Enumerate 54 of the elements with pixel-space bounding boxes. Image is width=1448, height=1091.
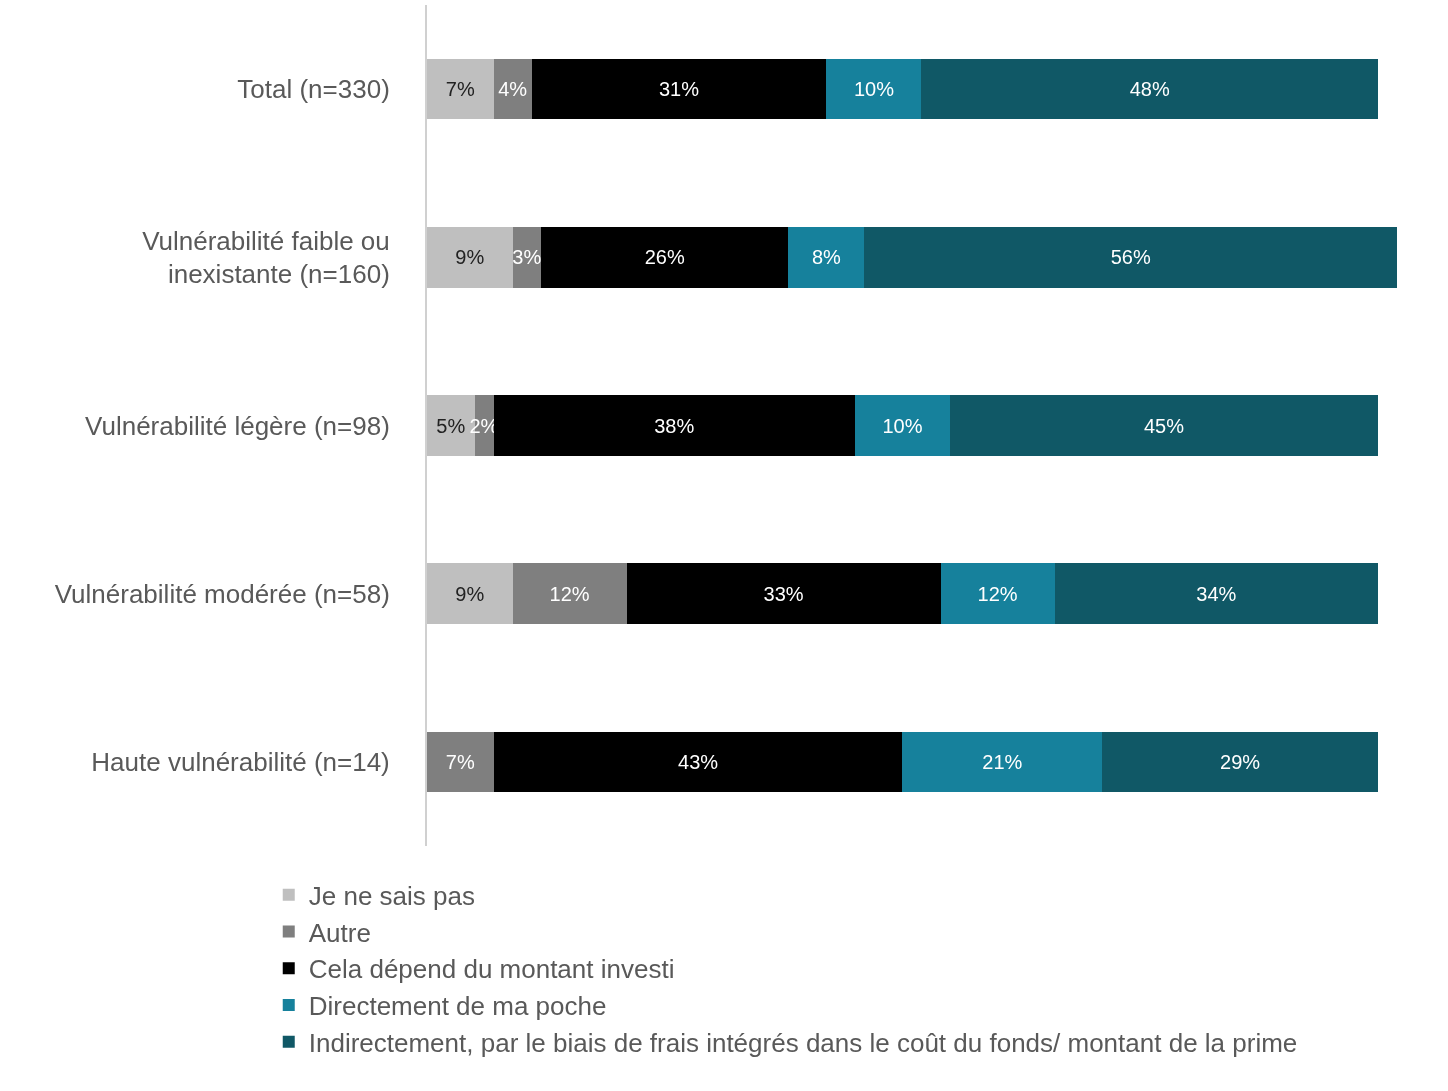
bar bbox=[864, 227, 1397, 288]
bar bbox=[921, 58, 1378, 120]
bar bbox=[493, 58, 532, 120]
bar bbox=[427, 563, 513, 624]
y-tick-label: Vulnérabilité modérée (n=58) bbox=[54, 578, 390, 609]
data-label: 9% bbox=[455, 582, 485, 605]
legend-label: Indirectement, par le biais de frais intégrés dans le coût du fonds/ montant de la prime bbox=[308, 1027, 1298, 1058]
data-label: 5% bbox=[436, 414, 466, 437]
data-label: 48% bbox=[1129, 78, 1170, 101]
bar bbox=[427, 58, 494, 120]
data-label: 26% bbox=[644, 246, 685, 269]
data-label: 10% bbox=[882, 414, 923, 437]
y-tick-label: Total (n=330) bbox=[237, 74, 390, 105]
data-label: 8% bbox=[811, 246, 842, 269]
bar bbox=[493, 731, 903, 793]
data-label: 10% bbox=[853, 78, 895, 101]
data-label: 21% bbox=[982, 750, 1023, 773]
data-label: 4% bbox=[498, 78, 528, 101]
data-label: 29% bbox=[1220, 750, 1261, 773]
data-label: 56% bbox=[1110, 246, 1151, 269]
data-label: 33% bbox=[763, 582, 804, 605]
bar bbox=[940, 563, 1055, 624]
legend-label: Autre bbox=[308, 917, 371, 948]
bar bbox=[950, 395, 1378, 456]
data-label: 7% bbox=[445, 78, 475, 101]
data-label: 7% bbox=[445, 750, 475, 773]
legend-label: Je ne sais pas bbox=[308, 880, 475, 911]
bar bbox=[826, 58, 922, 120]
y-tick-label: Vulnérabilité légère (n=98) bbox=[85, 410, 390, 441]
legend-label: Directement de ma poche bbox=[308, 991, 607, 1022]
data-label: 3% bbox=[512, 246, 542, 269]
bar bbox=[788, 227, 865, 288]
data-label: 12% bbox=[977, 582, 1018, 605]
bar bbox=[1102, 731, 1378, 793]
bar bbox=[427, 227, 513, 288]
data-label: 45% bbox=[1143, 414, 1185, 437]
bar bbox=[902, 731, 1103, 793]
data-label: 9% bbox=[455, 246, 485, 269]
data-label: 34% bbox=[1196, 582, 1237, 605]
y-tick-label: Haute vulnérabilité (n=14) bbox=[91, 747, 390, 777]
bar bbox=[626, 563, 941, 624]
bar bbox=[512, 563, 627, 624]
legend-label: Cela dépend du montant investi bbox=[308, 954, 675, 985]
data-label: 38% bbox=[654, 414, 695, 437]
data-label: 12% bbox=[549, 582, 590, 605]
bar bbox=[531, 58, 827, 120]
bar bbox=[854, 395, 951, 456]
bar bbox=[541, 227, 789, 288]
bar bbox=[493, 395, 855, 456]
bar bbox=[1054, 563, 1378, 624]
data-label: 31% bbox=[658, 78, 700, 101]
data-label: 43% bbox=[678, 750, 719, 773]
y-tick-label: Vulnérabilité faible ou inexistante (n=160) bbox=[142, 225, 390, 290]
bar bbox=[427, 731, 494, 793]
